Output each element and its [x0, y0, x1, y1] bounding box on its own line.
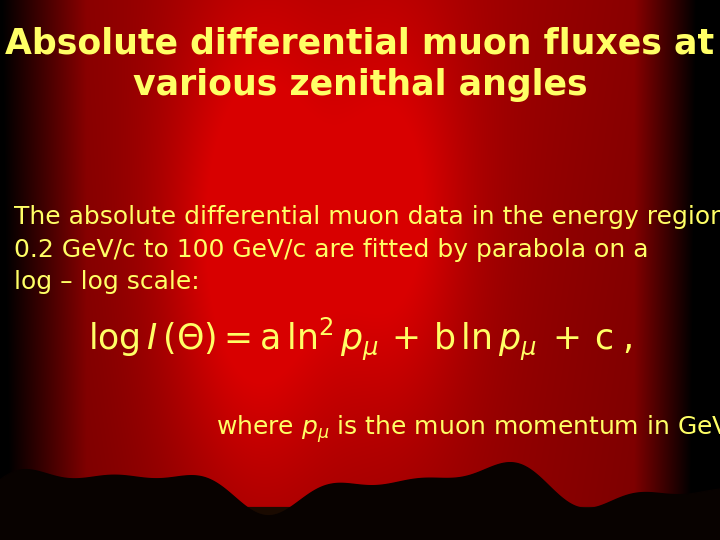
Text: Absolute differential muon fluxes at
various zenithal angles: Absolute differential muon fluxes at var…: [6, 27, 714, 102]
Text: The absolute differential muon data in the energy region
0.2 GeV/c to 100 GeV/c : The absolute differential muon data in t…: [14, 205, 720, 294]
Text: $\mathrm{log}\,\mathit{I}\,(\Theta) = \mathrm{a}\,\mathrm{ln}^{2}\,\mathit{p}_{\: $\mathrm{log}\,\mathit{I}\,(\Theta) = \m…: [88, 316, 632, 363]
Text: where $\mathit{p}_{\mu}$ is the muon momentum in GeV/c.: where $\mathit{p}_{\mu}$ is the muon mom…: [216, 413, 720, 445]
